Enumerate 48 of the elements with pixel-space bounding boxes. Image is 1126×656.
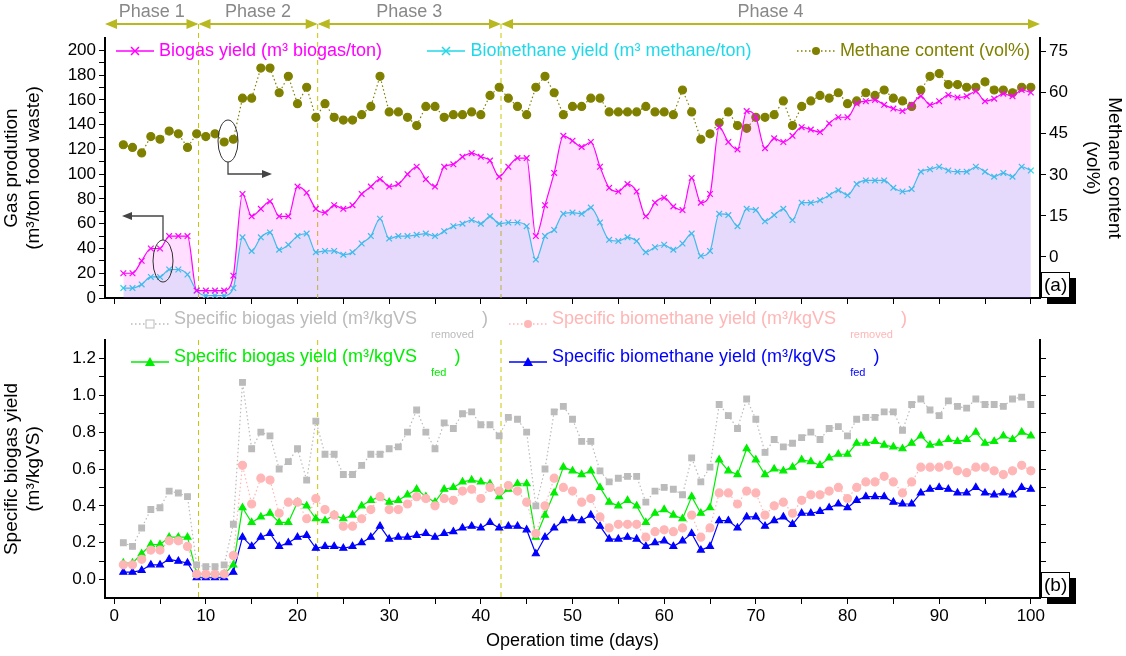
- y-tick-label: 1.2: [72, 348, 96, 368]
- y2-tick-label: 30: [1049, 164, 1068, 184]
- y-tick-label: 120: [67, 139, 96, 159]
- y-tick-label: 0.6: [72, 458, 96, 478]
- y-axis-title: Gas prodution (m³/ton food waste): [0, 86, 44, 250]
- x-tick-label: 10: [196, 605, 216, 625]
- y2-tick-label: 60: [1049, 82, 1068, 102]
- y-tick-label: 0.8: [72, 421, 96, 441]
- y2-axis-title: Methane content (vol%): [1082, 97, 1126, 240]
- y-tick-label: 0.0: [72, 569, 96, 589]
- y-tick-label: 0.4: [72, 495, 96, 515]
- x-tick-label: 0: [109, 605, 119, 625]
- y-tick-label: 80: [77, 188, 96, 208]
- y-tick-label: 40: [77, 238, 96, 258]
- text: (b): [1041, 572, 1071, 598]
- y2-tick-label: 45: [1049, 123, 1068, 143]
- x-tick-label: 60: [654, 605, 674, 625]
- y-tick-label: 1.0: [72, 384, 96, 404]
- text: Phase 3: [376, 0, 443, 21]
- y-tick-label: 0.2: [72, 532, 96, 552]
- y2-tick-label: 0: [1049, 246, 1059, 266]
- y-axis-title: Specific biogas yield (m³/kgVS): [0, 382, 44, 556]
- x-tick-label: 50: [563, 605, 582, 625]
- y-tick-label: 180: [67, 64, 96, 84]
- x-tick-label: 40: [471, 605, 491, 625]
- x-tick-label: 90: [929, 605, 949, 625]
- text: Phase 2: [225, 0, 292, 21]
- y-tick-label: 140: [67, 114, 96, 134]
- text: Phase 1: [118, 0, 185, 21]
- x-tick-label: 20: [288, 605, 307, 625]
- x-tick-label: 30: [379, 605, 399, 625]
- y-tick-label: 100: [67, 163, 96, 183]
- x-tick-label: 100: [1016, 605, 1046, 625]
- x-tick-label: 70: [746, 605, 766, 625]
- text: Phase 4: [737, 0, 804, 21]
- x-axis-title: Operation time (days): [485, 630, 660, 651]
- legend-label: Methane content (vol%): [839, 40, 1030, 61]
- y-tick-label: 200: [67, 40, 96, 60]
- legend-label: Biomethane yield (m³ methane/ton): [470, 40, 752, 61]
- y2-tick-label: 75: [1049, 41, 1068, 61]
- y2-tick-label: 15: [1049, 205, 1068, 225]
- x-tick-label: 80: [838, 605, 857, 625]
- y-tick-label: 60: [77, 213, 96, 233]
- y-tick-label: 160: [67, 89, 96, 109]
- y-tick-label: 20: [77, 262, 96, 282]
- legend-label: Biogas yield (m³ biogas/ton): [159, 40, 383, 61]
- y-tick-label: 0: [86, 287, 96, 307]
- text: (a): [1041, 272, 1071, 298]
